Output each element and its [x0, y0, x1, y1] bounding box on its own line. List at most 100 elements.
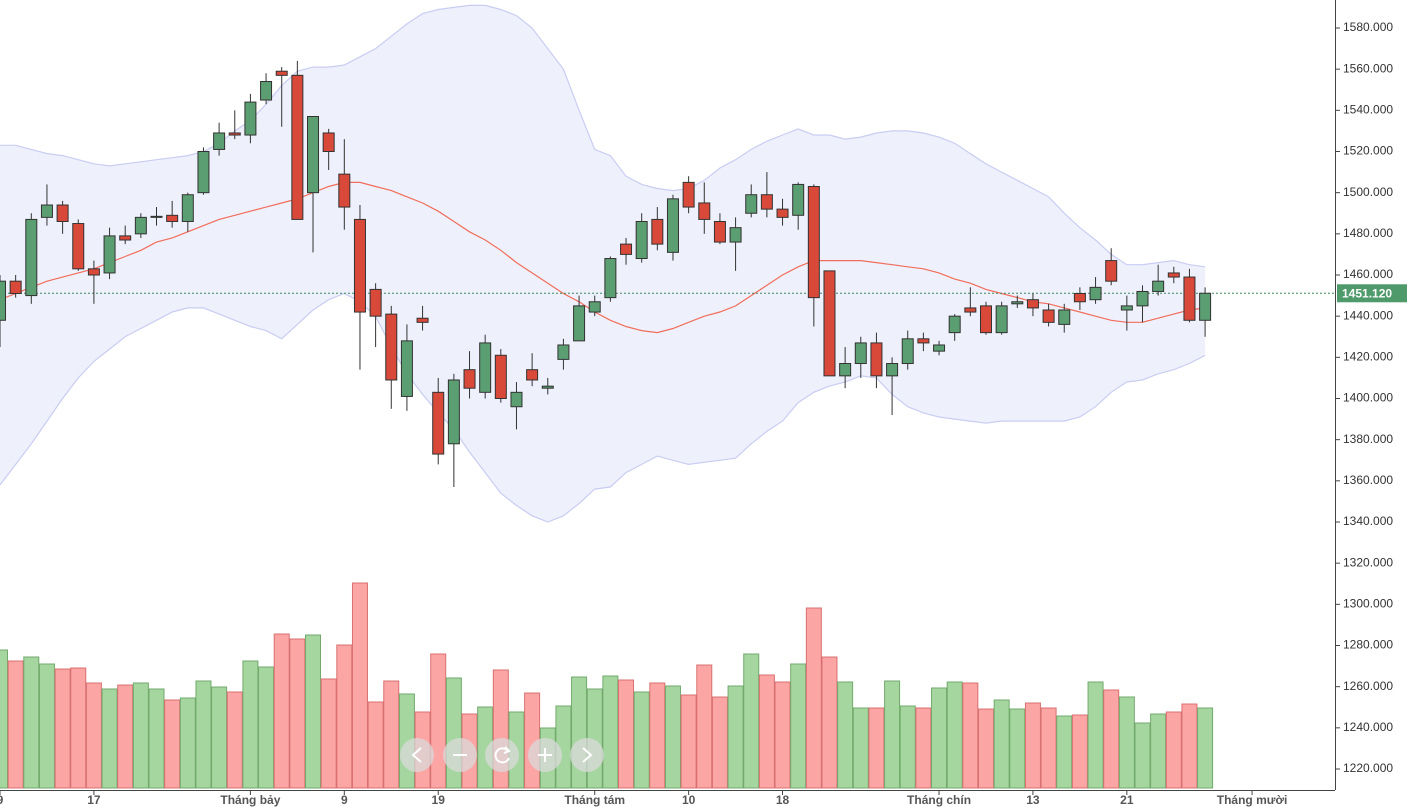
- volume-bar: [946, 681, 963, 789]
- volume-bar: [383, 680, 400, 789]
- candle-body: [166, 214, 179, 222]
- volume-bar: [164, 699, 181, 789]
- vol-layer: [0, 582, 1214, 789]
- candle-body: [1089, 286, 1102, 301]
- y-tick-label: 1300.000: [1343, 597, 1393, 611]
- x-tick-label: Tháng mười: [1217, 793, 1288, 807]
- candle-body: [886, 363, 899, 377]
- volume-bar: [868, 707, 885, 789]
- candle-body: [933, 344, 946, 352]
- volume-bar: [837, 681, 854, 789]
- volume-bar: [884, 680, 901, 789]
- volume-bar: [351, 582, 368, 789]
- candle-body: [1183, 276, 1196, 321]
- candle-body: [181, 194, 194, 222]
- candle-body: [150, 215, 163, 218]
- candle-body: [197, 150, 210, 194]
- last-price-box: [1337, 284, 1407, 303]
- volume-bar: [430, 653, 447, 789]
- candle-body: [964, 307, 977, 313]
- scroll-right-button[interactable]: [570, 738, 604, 772]
- candle-body: [682, 181, 695, 208]
- volume-bar: [977, 708, 994, 789]
- band-area: [0, 5, 1206, 522]
- x-tick-label: 9: [0, 793, 4, 807]
- zoom-in-button[interactable]: [528, 738, 562, 772]
- candle-body: [729, 227, 742, 243]
- volume-bar: [633, 691, 650, 789]
- candle-body: [244, 101, 257, 136]
- candle-body: [776, 208, 789, 218]
- x-tick-label: Tháng chín: [907, 793, 971, 807]
- candle-body: [260, 81, 273, 101]
- scroll-left-button[interactable]: [400, 738, 434, 772]
- candle-body: [588, 301, 601, 313]
- y-tick-label: 1540.000: [1343, 103, 1393, 117]
- volume-bar: [54, 668, 71, 789]
- zoom-out-button[interactable]: [443, 738, 477, 772]
- middle-band: [0, 181, 1206, 334]
- x-tick-label: 19: [432, 793, 446, 807]
- candle-body: [713, 220, 726, 243]
- y-tick-label: 1420.000: [1343, 350, 1393, 364]
- volume-bar: [289, 638, 306, 789]
- candle-body: [1042, 309, 1055, 323]
- candle-body: [1167, 272, 1180, 278]
- y-tick-label: 1360.000: [1343, 473, 1393, 487]
- candle-body: [1026, 299, 1039, 309]
- reset-button[interactable]: [485, 738, 519, 772]
- volume-bar: [38, 663, 55, 789]
- x-tick-label: 10: [682, 793, 696, 807]
- volume-bar: [23, 656, 40, 789]
- candle-body: [573, 305, 586, 342]
- x-tick-label: 17: [87, 793, 101, 807]
- volume-bar: [336, 644, 353, 789]
- candle-body: [1152, 280, 1165, 292]
- x-tick-label: Tháng tám: [564, 793, 625, 807]
- candle-body: [119, 235, 132, 241]
- volume-bar: [821, 656, 838, 789]
- candle-body: [385, 313, 398, 381]
- candle-body: [1120, 305, 1133, 311]
- lower-band: [0, 292, 1206, 523]
- volume-bar: [915, 707, 932, 789]
- candle-body: [213, 132, 226, 150]
- candle-body: [463, 369, 476, 389]
- candle-body: [995, 305, 1008, 334]
- volume-bar: [226, 691, 243, 789]
- volume-bar: [618, 679, 635, 789]
- volume-bar: [711, 696, 728, 789]
- candle-body: [134, 216, 147, 235]
- y-tick-label: 1260.000: [1343, 679, 1393, 693]
- volume-bar: [899, 705, 916, 789]
- volume-bar: [305, 634, 322, 789]
- candle-body: [353, 218, 366, 313]
- y-tick-label: 1220.000: [1343, 761, 1393, 775]
- candle-body: [698, 202, 711, 220]
- x-tick-label: 18: [776, 793, 790, 807]
- volume-bar: [132, 682, 149, 789]
- volume-bar: [1040, 707, 1057, 789]
- y-tick-label: 1380.000: [1343, 432, 1393, 446]
- volume-bar: [258, 666, 275, 789]
- candle-body: [103, 235, 116, 274]
- candle-body: [1199, 292, 1212, 321]
- volume-bar: [70, 667, 87, 789]
- volume-bar: [1087, 681, 1104, 789]
- labels-layer: 1220.000 1240.000 1260.000 1280.000 1300.000…: [0, 20, 1407, 807]
- candle-body: [291, 74, 304, 220]
- candle-body: [228, 132, 241, 136]
- y-tick-label: 1460.000: [1343, 267, 1393, 281]
- y-tick-label: 1560.000: [1343, 61, 1393, 75]
- candle-body: [510, 391, 523, 408]
- volume-bar: [1165, 711, 1182, 789]
- candle-body: [870, 342, 883, 377]
- volume-bar: [367, 701, 384, 789]
- volume-bar: [1009, 708, 1026, 789]
- volume-bar: [195, 680, 212, 789]
- zoom-controls: [400, 738, 604, 772]
- volume-bar: [727, 685, 744, 789]
- candle-body: [745, 194, 758, 214]
- axis-layer: [0, 0, 1340, 795]
